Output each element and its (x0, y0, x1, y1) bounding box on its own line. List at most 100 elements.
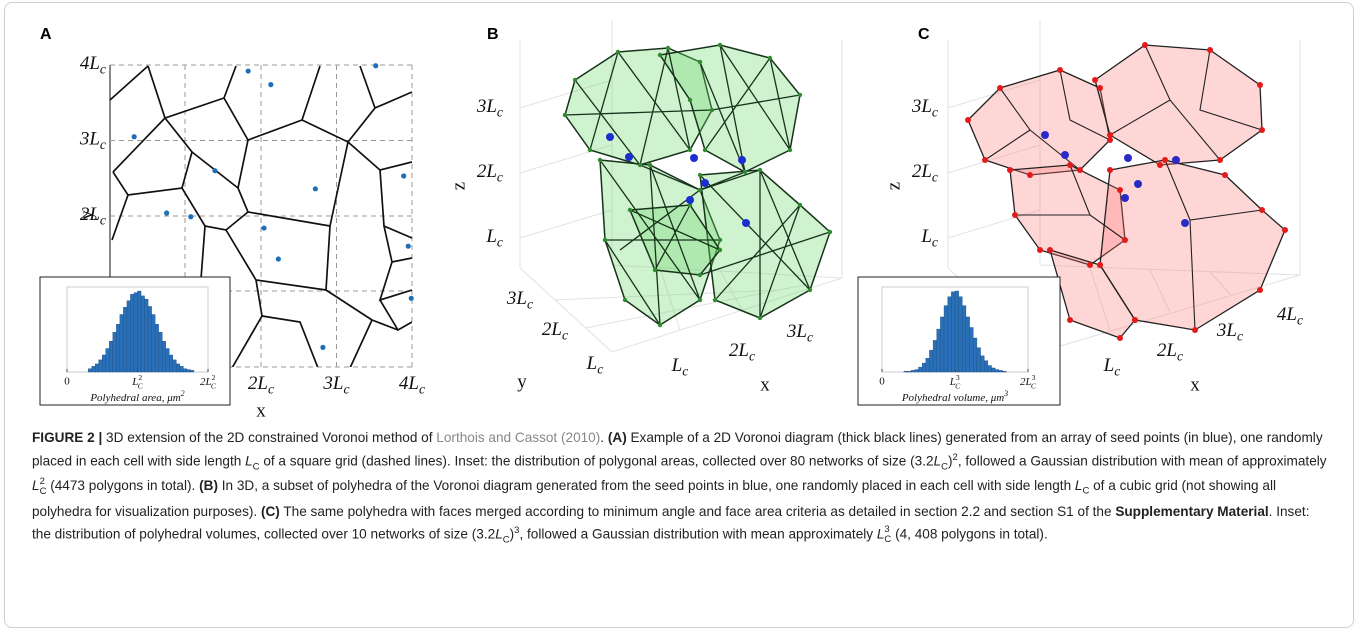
caption-math: C (884, 534, 892, 546)
inset-axis-label-sup: 2 (181, 389, 185, 398)
vertex (602, 237, 608, 243)
tick-label: 3Lc (79, 129, 106, 152)
tick-label-sub: c (497, 170, 503, 185)
caption-text: of a square grid (dashed lines). Inset: … (259, 453, 934, 469)
caption-text: ) (509, 526, 515, 542)
tick-label-sub: c (1297, 313, 1303, 328)
vertex (1057, 67, 1063, 73)
vertex (597, 157, 603, 163)
histogram-bar (947, 296, 952, 373)
seed-point-3d (625, 153, 633, 161)
histogram-bar (962, 305, 967, 373)
caption-math: L (32, 478, 40, 494)
caption-link[interactable]: Supplementary Material (1115, 503, 1269, 519)
inset-axis-label-text: Polyhedral volume, μm (901, 392, 1004, 404)
y-axis-label: y (517, 371, 527, 392)
vertex (665, 45, 671, 51)
tick-label-sub: c (932, 105, 938, 120)
histogram-bar (190, 370, 195, 373)
tick-label-text: 2L (542, 319, 562, 340)
seed-point-3d (606, 133, 614, 141)
vertex (1257, 82, 1263, 88)
tick-label-text: 2L (1157, 340, 1177, 361)
vertex (1027, 172, 1033, 178)
seed-point (188, 214, 194, 220)
polyhedron (1049, 249, 1136, 339)
caption-math: C (39, 485, 47, 497)
tick-label: Lc (920, 226, 938, 249)
caption-math: C (941, 460, 949, 472)
histogram-bar (918, 366, 923, 373)
tick-label-text: L (586, 353, 598, 374)
vertex (1097, 262, 1103, 268)
vertex (1007, 167, 1013, 173)
tick-label-text: 3L (476, 96, 497, 117)
histogram-bar (998, 370, 1003, 373)
histogram-bar (943, 305, 948, 373)
vertex (1207, 47, 1213, 53)
citation-link[interactable]: Lorthois and Cassot (2010) (436, 430, 601, 445)
histogram-bar (936, 328, 941, 373)
seed-point-3d (1134, 180, 1142, 188)
histogram-bar (984, 360, 989, 373)
tick-label-text: 2L (912, 161, 932, 182)
histogram-bar (123, 307, 128, 373)
histogram-bar (976, 347, 981, 373)
vertex (697, 172, 703, 178)
histogram-bar (987, 365, 992, 373)
caption-text: . (600, 430, 608, 445)
tick-label-sup: 2 (212, 373, 216, 382)
tick-label-sub: c (1177, 349, 1183, 364)
tick-label: 2Lc (80, 204, 106, 227)
vertex (1092, 77, 1098, 83)
tick-label: 2L3 C (1020, 373, 1037, 390)
histogram-bar (140, 295, 145, 373)
tick-label: 2Lc (477, 161, 503, 184)
caption-text: (A) (607, 430, 627, 445)
panel-label: C (918, 26, 930, 43)
caption-math: 2 (952, 451, 958, 463)
tick-label-sup: 2 (138, 373, 142, 382)
caption-text: , followed a Gaussian distribution with … (957, 453, 1327, 469)
histogram-bar (112, 332, 117, 373)
vertex (647, 162, 653, 168)
histogram-bar (940, 316, 945, 373)
vertex (787, 147, 793, 153)
vertex (587, 147, 593, 153)
tick-label: Lc (586, 353, 604, 376)
vertex (807, 287, 813, 293)
seed-point-3d (738, 156, 746, 164)
vertex (767, 55, 773, 61)
tick-label: 0 (64, 376, 70, 388)
histogram-bar (991, 367, 996, 373)
vertex (982, 157, 988, 163)
x-axis-label: x (1190, 374, 1200, 395)
tick-label: 2Lc (248, 373, 274, 396)
vertex (1047, 247, 1053, 253)
histogram-bar (87, 368, 92, 373)
histogram-bar (147, 306, 152, 373)
caption-text: FIGURE 2 | (32, 430, 103, 445)
vertex (965, 117, 971, 123)
histogram-bar (133, 292, 138, 373)
seed-point (373, 63, 379, 69)
vertex (697, 297, 703, 303)
vertex (997, 85, 1003, 91)
caption-text: (B) (199, 478, 218, 494)
tick-label-text: 3L (911, 96, 932, 117)
vertex (797, 202, 803, 208)
histogram-bar (158, 332, 163, 373)
seed-point (261, 225, 267, 231)
vertex (1037, 247, 1043, 253)
vertex (687, 202, 693, 208)
histogram-bar (914, 369, 919, 373)
histogram-bar (119, 314, 124, 373)
tick-label: Lc (1103, 355, 1121, 378)
tick-label: 3Lc (322, 373, 349, 396)
vertex (1012, 212, 1018, 218)
histogram-bar (137, 290, 142, 373)
tick-label: 2Lc (912, 161, 938, 184)
